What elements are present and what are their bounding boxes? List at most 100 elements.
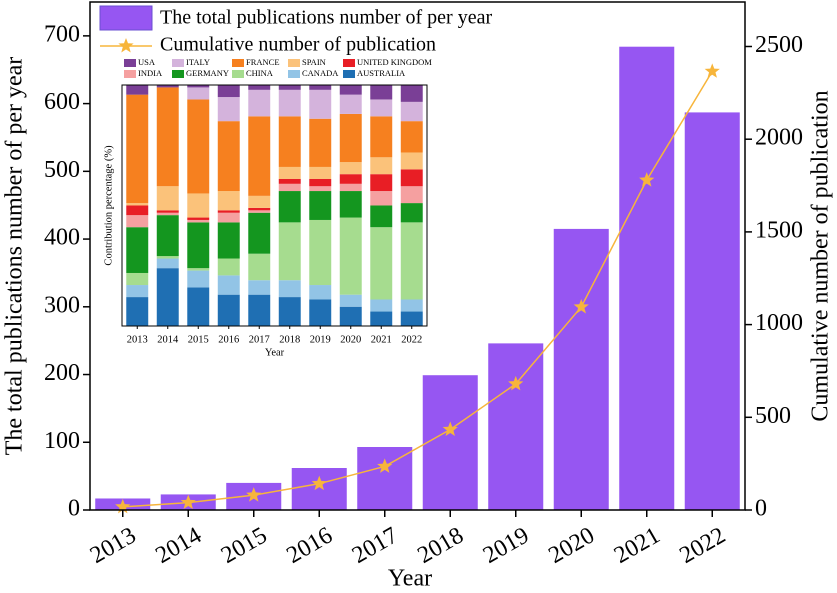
stacked-bar-segment — [126, 85, 149, 95]
legend-label: GERMANY — [186, 68, 229, 78]
stacked-bar-segment — [248, 212, 271, 254]
x-tick-label: 2020 — [544, 522, 599, 569]
stacked-bar-segment — [400, 152, 423, 170]
stacked-bar-segment — [370, 85, 393, 100]
stacked-bar-segment — [309, 178, 332, 187]
stacked-bar-segment — [187, 270, 210, 288]
line-marker — [311, 475, 327, 491]
legend-label: ITALY — [186, 57, 210, 67]
stacked-bar-segment — [217, 212, 240, 223]
line — [122, 70, 713, 508]
x-tick-label: 2019 — [310, 334, 331, 345]
y-tick-label: 600 — [44, 89, 80, 115]
stacked-bar-segment — [278, 280, 301, 298]
y-tick-label: 200 — [44, 360, 80, 386]
stacked-bar-segment — [156, 256, 179, 259]
stacked-bar-segment — [370, 227, 393, 300]
line-marker — [442, 421, 458, 437]
stacked-bar-segment — [400, 169, 423, 187]
stacked-bar-segment — [187, 87, 210, 100]
stacked-bar-segment — [156, 212, 179, 216]
legend-label: USA — [138, 57, 156, 67]
stacked-bar-segment — [217, 294, 240, 326]
y2-tick-label: 2500 — [755, 32, 803, 58]
stacked-bar-segment — [400, 203, 423, 223]
stacked-bar-segment — [370, 205, 393, 228]
stacked-bar-segment — [400, 311, 423, 326]
stacked-bar-segment — [370, 99, 393, 117]
line-marker — [639, 172, 655, 187]
stacked-bar-segment — [400, 101, 423, 122]
legend-label: UNITED KINGDOM — [357, 57, 432, 67]
stacked-bar-segment — [309, 191, 332, 220]
legend-swatch — [343, 70, 355, 78]
stacked-bar-segment — [339, 85, 362, 95]
line-marker — [180, 494, 196, 510]
legend-label: INDIA — [138, 68, 163, 78]
legend-label: FRANCE — [246, 57, 280, 67]
legend-swatch — [124, 70, 136, 78]
bar — [488, 343, 544, 510]
legend-label: SPAIN — [302, 57, 326, 67]
stacked-bar-segment — [278, 183, 301, 192]
stacked-bar-segment — [126, 215, 149, 228]
y-axis-label: The total publications number of per yea… — [2, 57, 28, 456]
line-marker — [377, 458, 393, 473]
x-tick-label: 2017 — [249, 334, 270, 345]
y2-tick-label: 1000 — [755, 310, 803, 336]
stacked-bar-segment — [156, 215, 179, 257]
legend-swatch — [232, 70, 244, 78]
stacked-bar-segment — [248, 280, 271, 295]
y2-tick-label: 1500 — [755, 217, 803, 243]
stacked-bar-segment — [400, 121, 423, 153]
stacked-bar-segment — [400, 85, 423, 102]
stacked-bar-segment — [156, 268, 179, 326]
stacked-bar-segment — [217, 210, 240, 213]
legend-label: CHINA — [246, 68, 274, 78]
stacked-bar-segment — [187, 268, 210, 271]
stacked-bar-segment — [309, 219, 332, 286]
y-tick-label: 700 — [44, 21, 80, 47]
stacked-bar-segment — [370, 174, 393, 192]
stacked-bar-segment — [187, 99, 210, 194]
legend-swatch — [288, 59, 300, 67]
stacked-bar-segment — [187, 219, 210, 223]
x-axis-label: Year — [388, 566, 432, 592]
line-marker — [508, 375, 524, 391]
line-marker — [573, 298, 589, 314]
legend-label: CANADA — [302, 68, 339, 78]
stacked-bar-segment — [278, 297, 301, 326]
stacked-bar-segment — [370, 116, 393, 158]
stacked-bar-segment — [248, 85, 271, 90]
x-tick-label: 2022 — [401, 334, 422, 345]
y2-axis-label: Cumulative number of publication — [808, 90, 834, 421]
x-tick-label: 2014 — [157, 334, 179, 345]
stacked-bar-segment — [248, 89, 271, 117]
x-tick-label: 2017 — [348, 522, 403, 569]
stacked-bar-segment — [370, 311, 393, 326]
stacked-bar-segment — [248, 116, 271, 196]
legend-marker — [118, 38, 134, 53]
stacked-bar-segment — [156, 85, 179, 88]
y-tick-label: 0 — [68, 496, 80, 522]
stacked-bar-segment — [309, 166, 332, 179]
y2-tick-label: 0 — [755, 496, 767, 522]
stacked-bar-segment — [217, 191, 240, 211]
legend-label: Cumulative number of publication — [160, 34, 436, 56]
y2-tick-label: 500 — [755, 403, 791, 429]
stacked-bar-segment — [339, 94, 362, 114]
stacked-bar-segment — [339, 183, 362, 192]
bar — [422, 375, 478, 510]
stacked-bar-segment — [370, 157, 393, 175]
stacked-bar-segment — [278, 166, 301, 179]
legend-swatch — [288, 70, 300, 78]
stacked-bar-segment — [339, 217, 362, 295]
stacked-bar-segment — [187, 193, 210, 218]
stacked-bar-segment — [309, 85, 332, 90]
stacked-bar-segment — [400, 186, 423, 204]
stacked-bar-segment — [156, 258, 179, 269]
x-tick-label: 2015 — [217, 522, 272, 569]
stacked-bar-segment — [400, 222, 423, 300]
stacked-bar-segment — [248, 253, 271, 281]
